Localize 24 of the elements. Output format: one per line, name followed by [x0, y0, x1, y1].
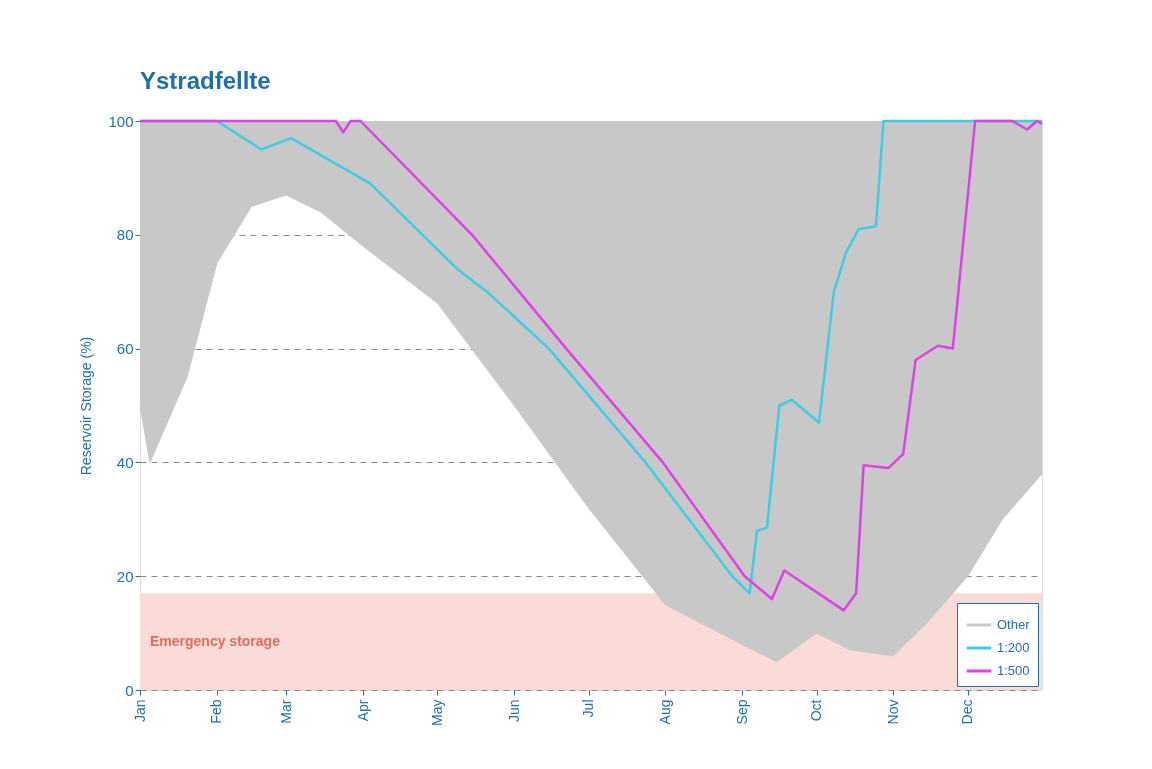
- x-tick-label: Aug: [656, 699, 673, 725]
- x-tick-label: Nov: [884, 699, 901, 725]
- band-label: Emergency storage: [150, 632, 281, 649]
- y-tick-label: 0: [125, 681, 134, 699]
- x-tick-label: Jul: [580, 699, 597, 718]
- x-tick-label: Jun: [505, 699, 522, 723]
- y-tick-label: 60: [116, 340, 134, 358]
- legend-label: Other: [997, 617, 1031, 632]
- x-tick-label: Jan: [131, 699, 148, 723]
- chart-title: Ystradfellte: [140, 67, 271, 94]
- y-tick-label: 40: [116, 453, 134, 471]
- x-tick-label: Oct: [808, 699, 824, 722]
- x-tick-label: Sep: [733, 699, 750, 725]
- y-axis-title: Reservoir Storage (%): [78, 336, 95, 476]
- y-tick-label: 20: [116, 567, 134, 585]
- y-tick-label: 100: [108, 112, 134, 130]
- x-tick-label: May: [428, 699, 445, 726]
- x-tick-label: Mar: [277, 699, 294, 724]
- x-tick-label: Dec: [959, 699, 976, 725]
- x-tick-label: Feb: [208, 699, 225, 724]
- legend-label: 1:500: [997, 663, 1030, 678]
- y-tick-label: 80: [116, 226, 134, 244]
- x-tick-label: Apr: [354, 699, 371, 722]
- legend-label: 1:200: [997, 640, 1030, 655]
